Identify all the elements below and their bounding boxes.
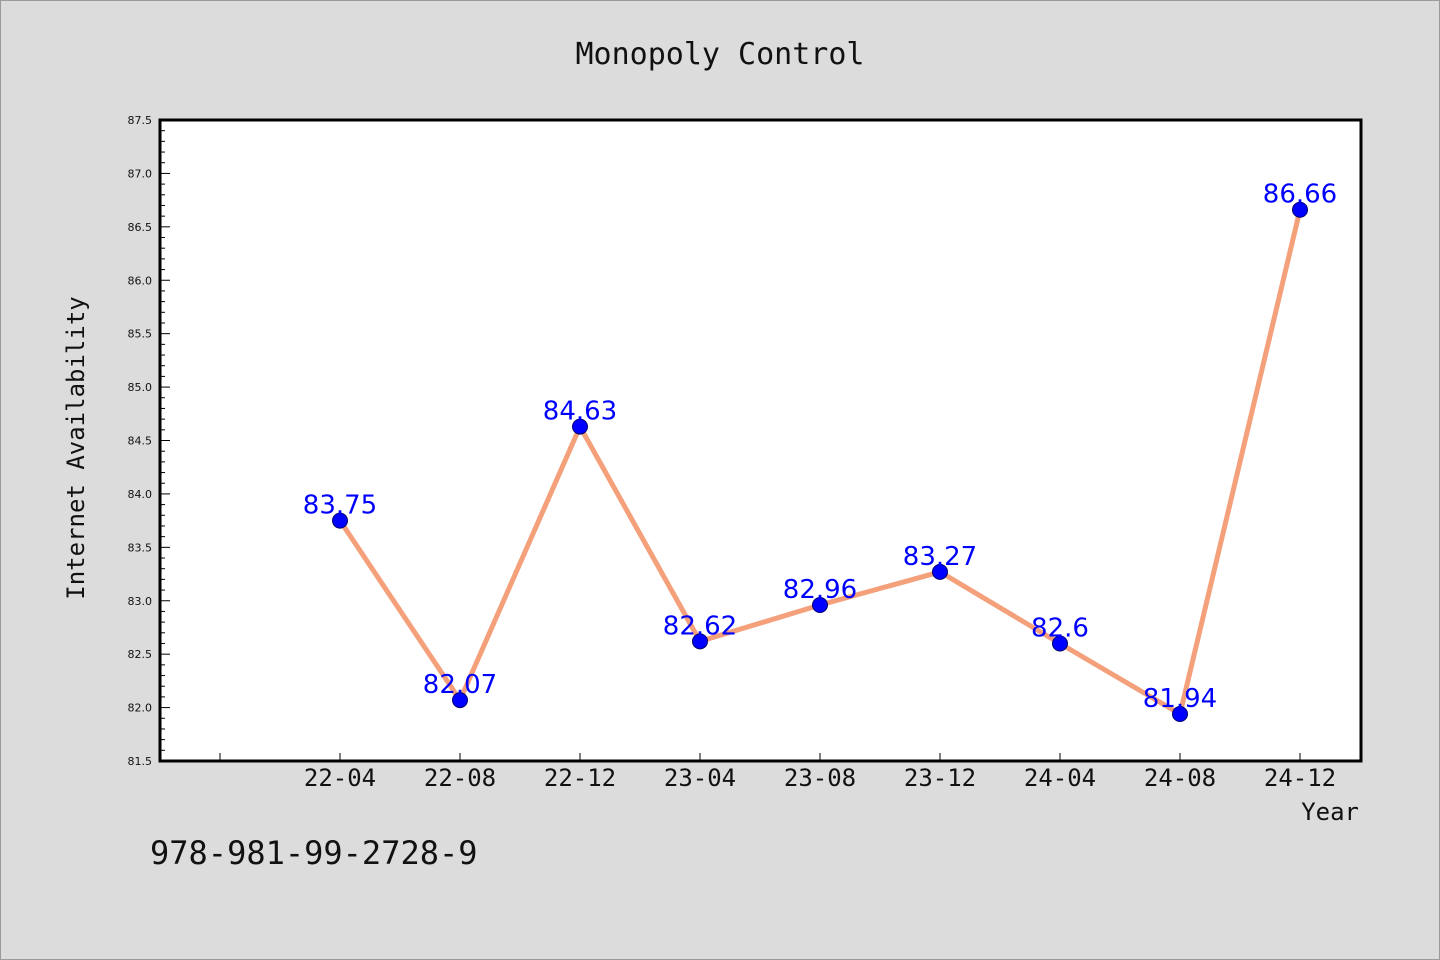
- data-labels: 83.75 82.07 84.63 82.62 82.96 83.27 82.6 81.94 8…: [303, 180, 1337, 714]
- x-tick-label: 22-08: [424, 764, 496, 792]
- data-label: 83.75: [303, 491, 377, 521]
- x-tick-label: 22-12: [544, 764, 616, 792]
- y-tick-labels: 81.5 82.0 82.5 83.0 83.5 84.0 84.5 85.0 85.5 86.0…: [128, 114, 153, 768]
- x-tick-label: 24-12: [1264, 764, 1336, 792]
- data-label: 83.27: [903, 542, 977, 572]
- y-tick-label: 85.0: [128, 381, 153, 394]
- x-tick-label: 24-04: [1024, 764, 1096, 792]
- y-tick-label: 83.0: [128, 595, 153, 608]
- data-point: [812, 597, 828, 614]
- data-point: [1172, 705, 1188, 722]
- y-tick-label: 84.5: [128, 435, 153, 448]
- isbn-footer: 978-981-99-2728-9: [150, 834, 478, 872]
- data-point: [572, 418, 588, 435]
- x-tick-label: 23-08: [784, 764, 856, 792]
- y-tick-label: 87.0: [128, 167, 153, 180]
- y-tick-label: 85.5: [128, 328, 153, 341]
- axis-ticks: [160, 119, 1301, 762]
- data-label: 84.63: [543, 397, 617, 427]
- x-tick-labels: 22-04 22-08 22-12 23-04 23-08 23-12 24-04 24-08…: [304, 764, 1336, 792]
- x-tick-label: 22-04: [304, 764, 376, 792]
- y-tick-label: 83.5: [128, 541, 153, 554]
- y-axis-label: Internet Availability: [62, 296, 90, 599]
- data-label: 82.96: [783, 575, 857, 605]
- data-point: [452, 692, 468, 709]
- y-tick-label: 84.0: [128, 488, 153, 501]
- x-tick-label: 23-12: [904, 764, 976, 792]
- data-series: [332, 201, 1308, 722]
- data-point: [332, 512, 348, 529]
- y-tick-label: 82.0: [128, 702, 153, 715]
- data-label: 82.6: [1031, 613, 1089, 643]
- x-tick-label: 24-08: [1144, 764, 1216, 792]
- data-point: [1292, 201, 1308, 218]
- data-label: 82.62: [663, 611, 737, 641]
- data-label: 81.94: [1143, 684, 1217, 714]
- y-tick-label: 86.0: [128, 274, 153, 287]
- data-point: [1052, 635, 1068, 652]
- y-tick-label: 87.5: [128, 114, 153, 127]
- plot-area: [158, 118, 1363, 763]
- chart-title: Monopoly Control: [576, 37, 865, 72]
- data-point: [932, 563, 948, 580]
- x-tick-label: 23-04: [664, 764, 736, 792]
- data-point: [692, 633, 708, 650]
- data-label: 86.66: [1263, 180, 1337, 210]
- y-tick-label: 82.5: [128, 648, 153, 661]
- y-tick-label: 86.5: [128, 221, 153, 234]
- x-axis-label: Year: [1301, 798, 1359, 826]
- y-tick-label: 81.5: [128, 755, 153, 768]
- data-label: 82.07: [423, 670, 497, 700]
